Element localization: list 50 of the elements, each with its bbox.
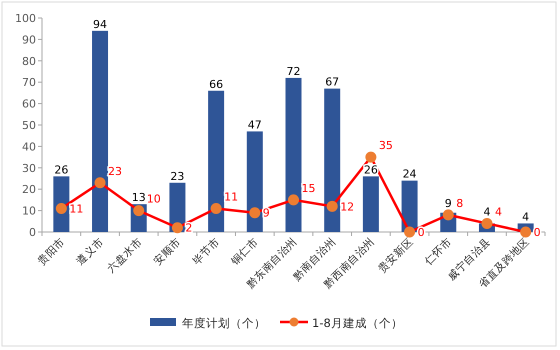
data-label: 8 bbox=[456, 196, 464, 210]
data-label: 12 bbox=[340, 200, 354, 214]
x-tick-label: 铜仁市 bbox=[228, 234, 261, 268]
data-label: 4 bbox=[494, 205, 502, 218]
y-tick-label: 90 bbox=[22, 33, 36, 46]
data-label: 23 bbox=[108, 164, 122, 178]
x-tick-label: 安顺市 bbox=[151, 234, 184, 268]
y-tick-label: 0 bbox=[29, 226, 36, 239]
y-tick-label: 40 bbox=[22, 140, 36, 154]
x-tick-label: 六盘水市 bbox=[104, 234, 145, 276]
data-label: 23 bbox=[170, 170, 184, 183]
bar bbox=[246, 131, 263, 232]
data-label: 35 bbox=[378, 139, 393, 152]
data-label: 26 bbox=[54, 163, 68, 176]
y-tick-label: 70 bbox=[22, 76, 36, 90]
bar bbox=[286, 78, 302, 232]
x-tick-label: 毕节市 bbox=[190, 234, 222, 268]
y-tick-label: 50 bbox=[22, 119, 36, 132]
y-tick-label: 100 bbox=[15, 12, 36, 25]
data-label: 0 bbox=[534, 226, 541, 239]
data-label: 47 bbox=[248, 118, 262, 132]
data-label: 67 bbox=[325, 76, 340, 89]
legend-label: 1-8月建成（个） bbox=[312, 316, 403, 330]
bar bbox=[208, 90, 224, 232]
y-tick-label: 30 bbox=[22, 162, 36, 175]
data-label: 9 bbox=[444, 196, 452, 210]
y-tick-label: 10 bbox=[22, 204, 36, 218]
data-label: 26 bbox=[364, 163, 378, 176]
bar bbox=[92, 30, 108, 232]
y-tick-label: 20 bbox=[22, 183, 36, 196]
data-label: 15 bbox=[302, 182, 316, 195]
data-label: 2 bbox=[185, 222, 192, 235]
x-tick-label: 贵阳市 bbox=[34, 234, 68, 268]
x-tick-label: 贵安新区 bbox=[375, 234, 416, 276]
data-label: 11 bbox=[69, 202, 84, 216]
bar bbox=[362, 176, 379, 232]
data-label: 66 bbox=[209, 78, 224, 91]
y-tick-label: 60 bbox=[22, 98, 36, 111]
data-label: 72 bbox=[286, 64, 300, 78]
data-label: 10 bbox=[146, 192, 161, 206]
data-label: 94 bbox=[93, 18, 108, 31]
data-label: 4 bbox=[483, 205, 490, 218]
data-label: 11 bbox=[224, 190, 238, 204]
legend-label: 年度计划（个） bbox=[182, 316, 266, 330]
data-label: 24 bbox=[402, 168, 417, 181]
data-label: 4 bbox=[522, 210, 530, 224]
data-label: 13 bbox=[132, 191, 146, 204]
bar bbox=[324, 88, 340, 232]
x-tick-label: 遵义市 bbox=[74, 234, 106, 268]
y-tick-label: 80 bbox=[22, 54, 36, 68]
